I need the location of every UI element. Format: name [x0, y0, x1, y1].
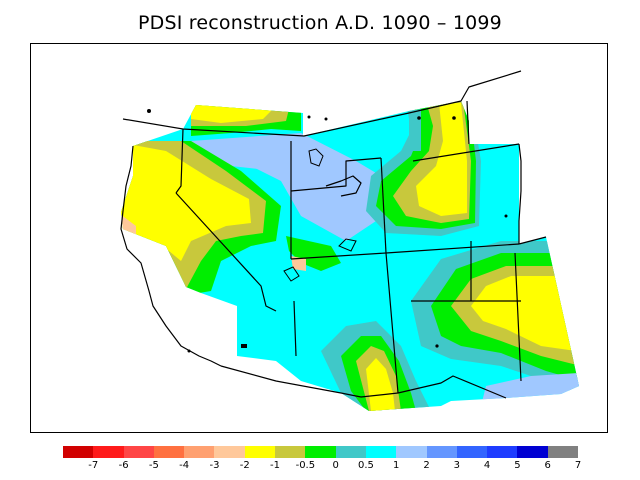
legend-tick-label: -4 — [179, 460, 190, 471]
pdsi-map — [120, 70, 579, 411]
lakes — [283, 148, 357, 282]
legend-tick-label: 6 — [544, 460, 551, 471]
legend-swatch — [517, 446, 548, 458]
legend-swatch — [93, 446, 124, 458]
legend-tick-label: 2 — [423, 460, 430, 471]
legend-tick-label: 3 — [453, 460, 460, 471]
legend-tick-label: 0.5 — [357, 460, 374, 471]
legend-tick-label: -5 — [148, 460, 159, 471]
legend-tick-label: -0.5 — [295, 460, 316, 471]
legend-swatch — [305, 446, 336, 458]
pdsi-field — [121, 101, 579, 411]
legend-swatch — [335, 446, 366, 458]
map-title: PDSI reconstruction A.D. 1090 – 1099 — [138, 12, 502, 34]
legend-swatch — [547, 446, 579, 458]
legend-tick-label: -3 — [209, 460, 220, 471]
legend-swatch — [487, 446, 518, 458]
legend-tick-label: 4 — [483, 460, 491, 471]
legend-swatch — [396, 446, 427, 458]
legend-swatch — [153, 446, 185, 458]
legend-swatch — [365, 446, 397, 458]
legend-swatch — [275, 446, 306, 458]
legend-swatch — [123, 446, 154, 458]
map-panel — [30, 43, 608, 433]
boundaries — [120, 70, 547, 399]
legend-tick-label: -6 — [118, 460, 129, 471]
legend-swatch — [426, 446, 457, 458]
legend-swatch — [214, 446, 245, 458]
legend-swatch — [63, 446, 94, 458]
legend-swatch — [184, 446, 215, 458]
legend-tick-label: -7 — [88, 460, 99, 471]
legend-colorbar — [63, 446, 579, 458]
legend-tick-label: 5 — [514, 460, 521, 471]
legend-tick-label: -2 — [239, 460, 250, 471]
islands — [147, 109, 508, 353]
legend-tick-label: -1 — [270, 460, 281, 471]
legend-tick-label: 7 — [574, 460, 582, 471]
legend-tick-label: 1 — [393, 460, 400, 471]
legend-swatch — [456, 446, 488, 458]
legend-swatch — [244, 446, 276, 458]
legend-labels: -7 -6 -5 -4 -3 -2 -1 -0.5 0 0.5 1 2 3 4 5 6 7 — [63, 460, 582, 474]
legend-tick-label: 0 — [332, 460, 339, 471]
